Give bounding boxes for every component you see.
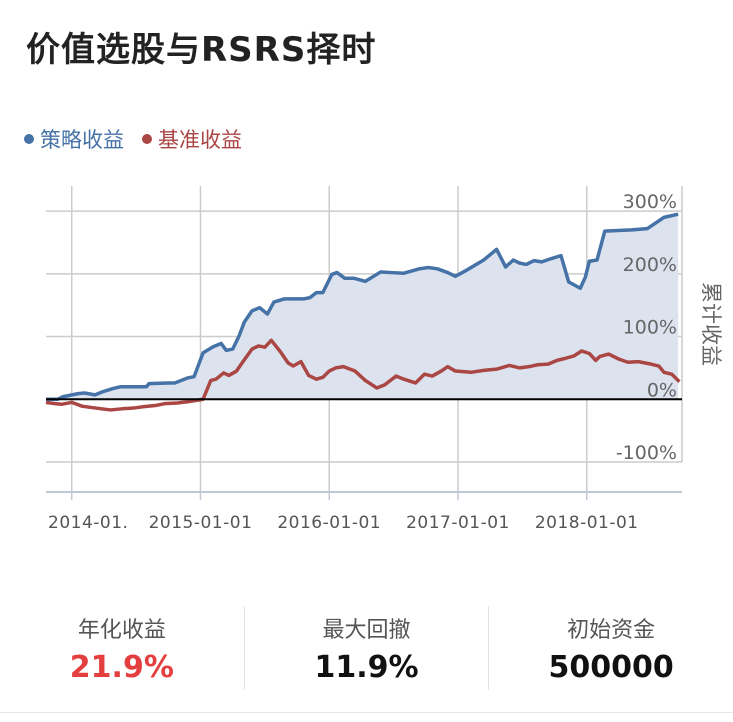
x-tick-label: 2017-01-01 xyxy=(406,513,510,533)
y-axis-title: 累计收益 xyxy=(699,282,723,366)
stat-value-initial-capital: 500000 xyxy=(548,650,674,685)
legend-label-benchmark: 基准收益 xyxy=(158,128,242,152)
returns-chart: -100% 0% 100% 200% 300% 2014-01. 2015-01-01 201… xyxy=(45,186,723,533)
y-tick-label: -100% xyxy=(616,442,677,464)
legend-marker-strategy xyxy=(24,134,34,144)
benchmark-line xyxy=(45,338,681,412)
strategy-line xyxy=(46,212,679,402)
chart-legend: 策略收益 基准收益 xyxy=(24,124,242,154)
stat-value-max-drawdown: 11.9% xyxy=(314,650,419,685)
legend-marker-benchmark xyxy=(142,134,152,144)
stat-annual-return: 年化收益 21.9% xyxy=(0,606,244,690)
stats-panel: 年化收益 21.9% 最大回撤 11.9% 初始资金 500000 xyxy=(0,606,733,690)
y-tick-label: 300% xyxy=(623,191,677,213)
page-title: 价值选股与RSRS择时 xyxy=(26,30,377,70)
bottom-divider xyxy=(0,712,733,713)
stat-label-max-drawdown: 最大回撤 xyxy=(322,618,411,643)
y-tick-label: 100% xyxy=(623,317,677,339)
y-tick-label: 0% xyxy=(647,379,677,401)
legend-item-benchmark[interactable]: 基准收益 xyxy=(142,124,242,154)
stat-initial-capital: 初始资金 500000 xyxy=(488,606,733,690)
stat-label-initial-capital: 初始资金 xyxy=(567,618,656,643)
legend-label-strategy: 策略收益 xyxy=(40,128,124,152)
x-tick-label: 2018-01-01 xyxy=(535,513,639,533)
stat-value-annual-return: 21.9% xyxy=(69,650,174,685)
x-tick-label: 2015-01-01 xyxy=(149,513,253,533)
stat-max-drawdown: 最大回撤 11.9% xyxy=(243,606,489,690)
x-tick-label: 2016-01-01 xyxy=(277,513,381,533)
x-tick-label: 2014-01. xyxy=(48,513,128,533)
legend-item-strategy[interactable]: 策略收益 xyxy=(24,124,124,154)
strategy-area xyxy=(46,214,679,400)
y-tick-label: 200% xyxy=(623,254,677,276)
stat-label-annual-return: 年化收益 xyxy=(77,618,166,643)
